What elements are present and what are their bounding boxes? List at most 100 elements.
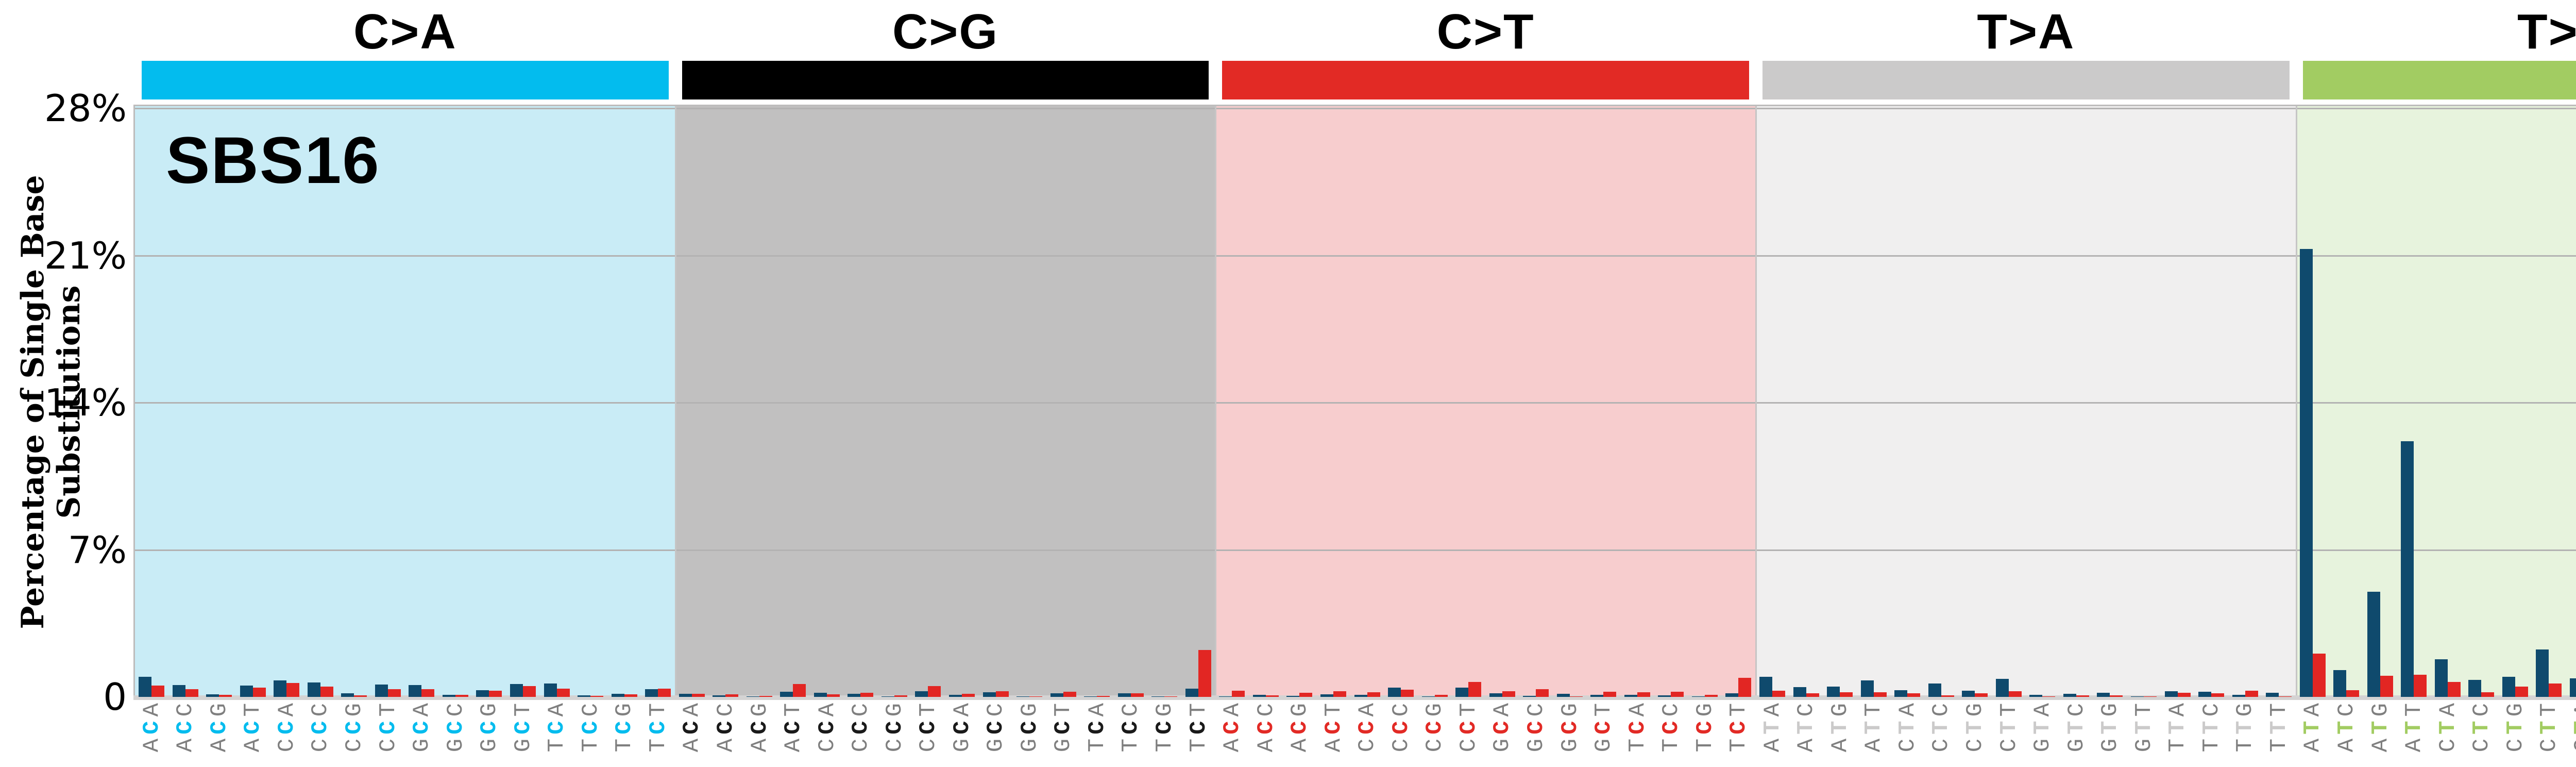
untranscribed-bar-T>A-TTG [2245,690,2258,697]
transcribed-bar-C>T-GCC [1523,695,1536,697]
x-tick-label-C>T-CCC: CCC [1388,699,1414,753]
untranscribed-bar-C>T-ACC [1265,695,1279,697]
untranscribed-bar-C>A-TCT [658,688,671,697]
x-tick-label-C>G-GCA: GCA [949,699,975,753]
x-tick-label-C>G-TCC: TCC [1118,699,1144,753]
x-tick-label-C>A-ACG: ACG [206,699,232,753]
untranscribed-bar-T>A-TTT [2279,696,2292,697]
transcribed-bar-C>G-TCC [1117,693,1131,697]
panel-separator [1755,106,1757,697]
panel-separator [2295,106,2297,697]
untranscribed-bar-C>G-ACT [793,684,806,697]
x-tick-label-T>C-ATG: ATG [2367,699,2394,753]
x-tick-label-C>T-ACC: ACC [1253,699,1279,753]
untranscribed-bar-C>T-CCT [1468,682,1482,697]
x-tick-label-C>G-GCG: GCG [1016,699,1043,753]
untranscribed-bar-C>T-GCC [1536,689,1549,697]
x-tick-label-T>A-CTT: CTT [1996,699,2022,753]
x-tick-label-C>A-GCT: GCT [510,699,536,753]
gridline-21pct [135,255,2576,257]
transcribed-bar-T>A-GTG [2097,692,2110,697]
transcribed-bar-C>T-ACG [1286,696,1300,697]
transcribed-bar-T>C-GTA [2570,678,2576,697]
transcribed-bar-C>G-GCG [1016,696,1030,697]
untranscribed-bar-C>A-GCG [489,691,502,697]
untranscribed-bar-C>G-GCC [995,691,1009,697]
transcribed-bar-C>G-ACA [679,694,692,697]
x-tick-label-T>A-TTC: TTC [2198,699,2225,753]
x-tick-label-T>A-TTT: TTT [2266,699,2292,753]
transcribed-bar-C>T-TCC [1658,695,1671,697]
y-tick-label: 21% [44,234,127,277]
x-tick-label-C>A-ACT: ACT [240,699,266,753]
transcribed-bar-C>T-CCA [1354,695,1367,697]
signature-title: SBS16 [166,124,380,197]
transcribed-bar-T>C-ATA [2299,249,2313,697]
x-tick-label-C>G-CCA: CCA [814,699,840,753]
x-tick-label-C>T-GCG: GCG [1557,699,1583,753]
transcribed-bar-C>T-CCT [1455,687,1469,697]
untranscribed-bar-C>A-ACG [219,695,232,697]
x-tick-label-C>A-CCC: CCC [308,699,334,753]
untranscribed-bar-T>A-GTG [2110,695,2123,697]
x-tick-label-C>G-ACA: ACA [679,699,705,753]
untranscribed-bar-C>G-CCA [826,694,840,697]
x-tick-label-C>T-TCA: TCA [1624,699,1651,753]
x-tick-label-C>A-CCA: CCA [274,699,300,753]
x-tick-label-T>C-GTA: GTA [2570,696,2576,767]
untranscribed-bar-T>A-ATG [1840,692,1853,697]
transcribed-bar-C>T-ACC [1252,694,1266,697]
transcribed-bar-C>T-TCA [1624,694,1637,697]
transcribed-bar-C>T-GCT [1590,694,1604,697]
transcribed-bar-C>T-GCA [1489,693,1502,697]
x-tick-label-C>G-ACC: ACC [713,699,739,753]
untranscribed-bar-C>G-TCT [1198,649,1211,697]
untranscribed-bar-C>A-TCA [556,688,570,697]
x-tick-label-C>A-GCG: GCG [477,699,503,753]
transcribed-bar-C>A-CCA [274,680,287,697]
transcribed-bar-T>A-TTG [2232,694,2245,697]
transcribed-bar-T>A-GTA [2029,694,2043,697]
x-tick-label-C>T-TCC: TCC [1658,699,1685,753]
untranscribed-bar-C>G-TCG [1164,696,1178,697]
transcribed-bar-C>A-TCT [645,689,658,697]
untranscribed-bar-C>G-ACG [759,696,772,697]
untranscribed-bar-C>T-CCC [1401,689,1414,697]
untranscribed-bar-T>A-TTC [2211,693,2225,697]
x-tick-label-C>T-CCT: CCT [1455,699,1482,753]
x-tick-label-C>A-TCG: TCG [612,699,638,753]
transcribed-bar-C>G-CCC [848,694,861,697]
untranscribed-bar-C>T-TCC [1671,691,1684,697]
transcribed-bar-C>A-TCA [544,683,557,697]
y-tick-label: 7% [67,528,127,572]
mutation-type-title-T>A: T>A [1977,4,2075,59]
x-tick-label-C>T-ACG: ACG [1287,699,1313,753]
x-tick-label-T>A-ATC: ATC [1793,699,1820,753]
untranscribed-bar-C>A-CCT [387,689,401,697]
untranscribed-bar-T>A-CTG [1975,693,1988,697]
untranscribed-bar-C>A-ACA [151,685,164,697]
transcribed-bar-T>A-ATA [1759,677,1772,697]
transcribed-bar-C>A-ACA [139,677,151,697]
mutation-type-title-C>T: C>T [1436,4,1535,59]
transcribed-bar-T>A-TTA [2164,691,2178,697]
untranscribed-bar-C>A-GCT [522,686,536,697]
untranscribed-bar-T>A-CTT [2008,691,2022,697]
transcribed-bar-C>G-ACG [746,696,759,697]
untranscribed-bar-C>A-TCG [624,694,637,697]
gridline-14pct [135,402,2576,404]
untranscribed-bar-C>A-GCC [455,694,468,697]
transcribed-bar-T>A-TTC [2198,691,2212,697]
x-tick-label-T>A-GTG: GTG [2097,699,2124,753]
untranscribed-bar-C>T-GCT [1603,691,1617,697]
x-tick-label-T>A-CTC: CTC [1928,699,1955,753]
x-tick-label-C>A-CCT: CCT [375,699,401,753]
x-tick-label-C>A-TCA: TCA [544,699,570,753]
transcribed-bar-T>A-CTT [1995,678,2009,697]
untranscribed-bar-C>T-ACA [1232,690,1245,697]
untranscribed-bar-T>A-CTA [1907,693,1921,697]
panel-separator [1215,106,1217,697]
x-tick-label-C>A-ACA: ACA [139,699,165,753]
untranscribed-bar-C>T-GCA [1502,691,1515,697]
